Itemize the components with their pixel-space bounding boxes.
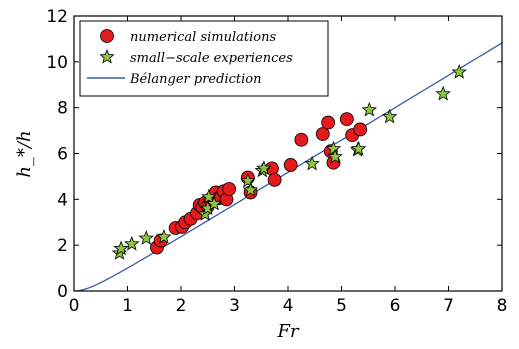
legend-label-experiences: small−scale experiences	[130, 51, 293, 66]
experiment-point	[435, 85, 451, 101]
legend-box	[79, 20, 329, 97]
experiment-point	[381, 108, 398, 124]
x-axis-title: Fr	[276, 321, 299, 342]
legend: numerical simulations small−scale experi…	[79, 20, 329, 97]
numerical-simulation-point	[283, 158, 298, 172]
legend-marker-experiences	[99, 48, 115, 64]
numerical-simulation-point	[222, 182, 237, 196]
numerical-simulation-point	[294, 132, 309, 147]
experiment-point	[206, 195, 222, 211]
x-tick-label: 8	[497, 296, 508, 316]
x-tick-label: 4	[283, 296, 294, 316]
y-tick-label: 6	[57, 145, 68, 165]
y-tick-label: 4	[57, 190, 68, 210]
experiment-point	[327, 148, 343, 164]
x-tick-label: 7	[443, 296, 454, 316]
y-tick-label: 10	[46, 53, 68, 73]
experiment-point	[325, 140, 342, 156]
x-tick-label: 2	[176, 296, 187, 316]
numerical-simulation-point	[267, 172, 282, 187]
legend-marker-numerical	[100, 29, 114, 43]
y-tick-label: 12	[46, 7, 68, 27]
points-layer	[111, 64, 467, 260]
experiment-point	[361, 101, 378, 117]
prediction-layer	[73, 42, 503, 292]
experiment-point	[350, 140, 367, 156]
legend-label-numerical: numerical simulations	[130, 30, 276, 45]
x-tick-label: 6	[390, 296, 401, 316]
numerical-simulation-point	[339, 112, 354, 127]
experiment-point	[240, 172, 256, 188]
experiment-point	[124, 235, 140, 251]
y-tick-label: 8	[57, 99, 68, 119]
experiment-point	[256, 160, 272, 175]
x-tick-label: 0	[69, 296, 80, 316]
y-axis-title: h_*/h	[14, 130, 35, 177]
experiment-point	[156, 229, 172, 244]
experiment-point	[138, 230, 154, 245]
experiment-point	[242, 182, 259, 197]
numerical-simulation-point	[315, 127, 330, 141]
experiment-point	[451, 64, 467, 79]
x-tick-label: 3	[229, 296, 240, 316]
experiment-point	[201, 188, 217, 204]
experiment-point	[113, 240, 129, 256]
legend-label-prediction: Bélanger prediction	[129, 72, 261, 87]
belanger-prediction-line	[73, 42, 503, 292]
x-tick-label: 1	[122, 296, 133, 316]
x-tick-label: 5	[336, 296, 347, 316]
experiment-point	[304, 155, 320, 171]
numerical-simulation-point	[321, 115, 336, 130]
y-tick-label: 2	[57, 236, 68, 256]
y-tick-label: 0	[57, 282, 68, 302]
numerical-simulation-point	[353, 122, 368, 137]
